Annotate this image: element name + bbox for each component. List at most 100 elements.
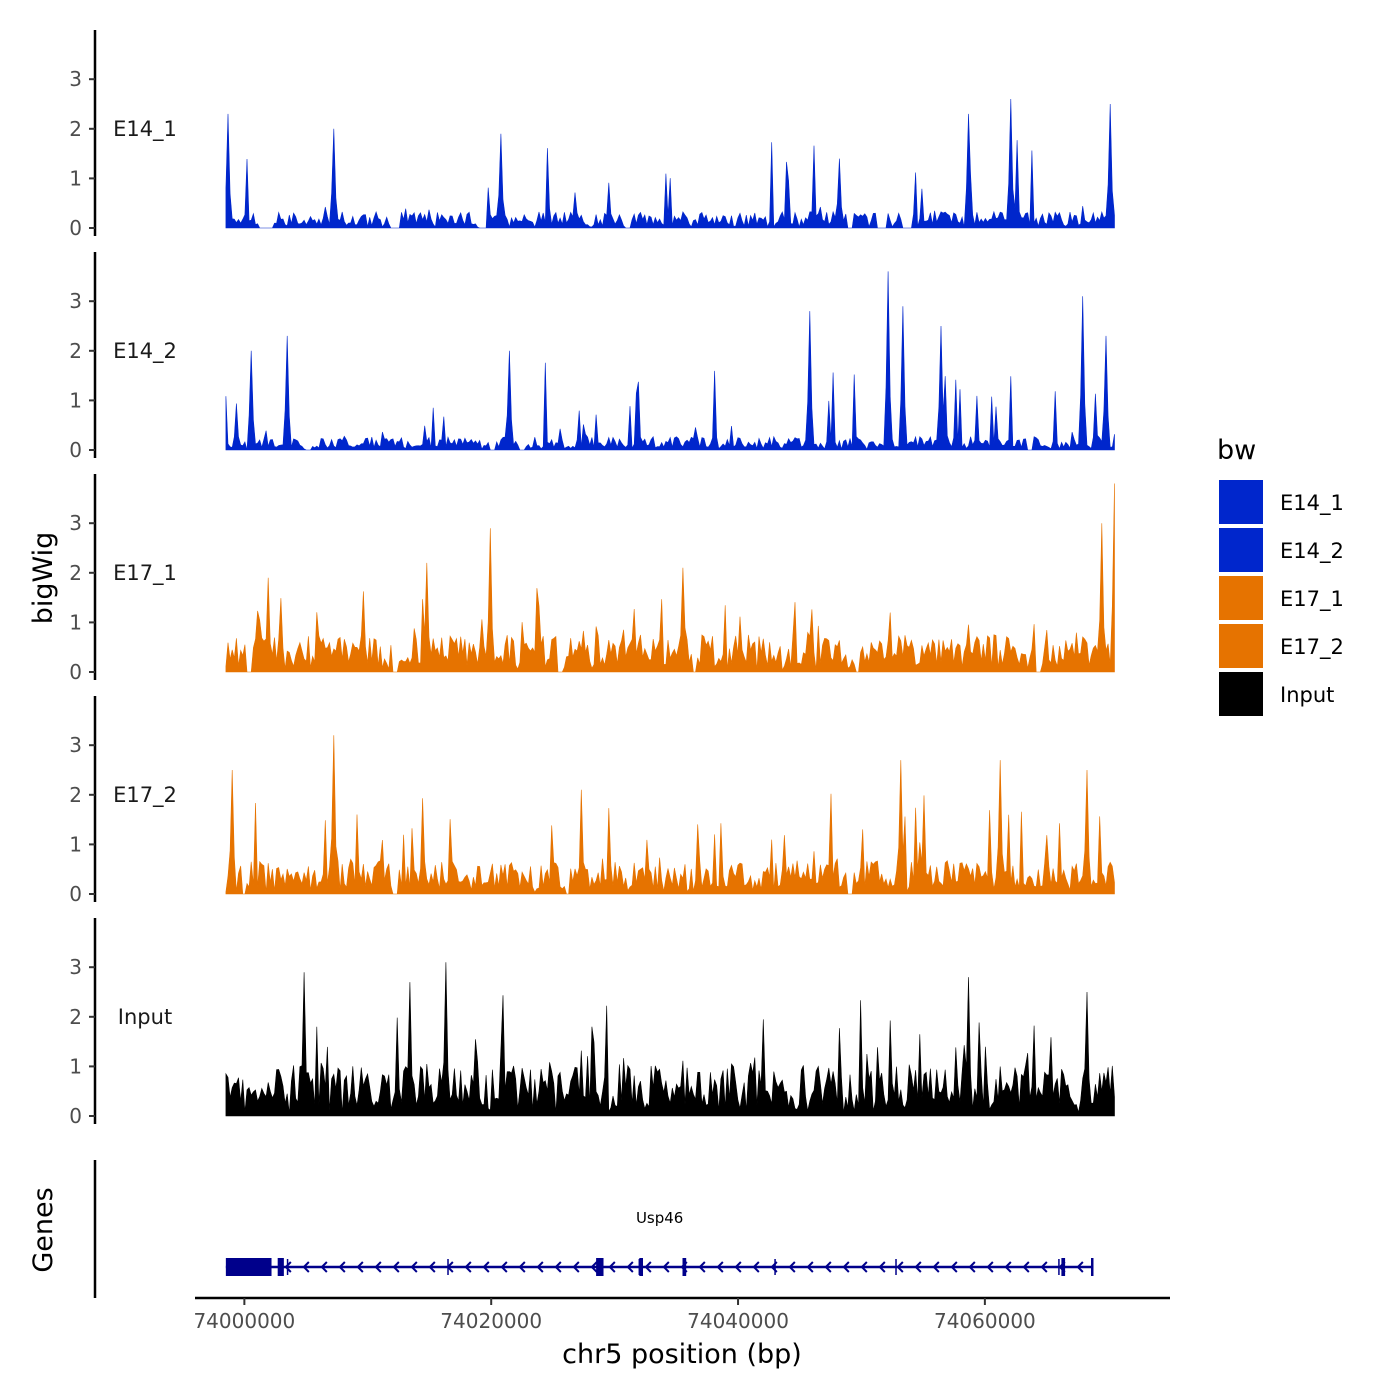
strand-arrow — [986, 1261, 994, 1273]
y-tick-label: 3 — [69, 511, 82, 535]
strand-arrow — [698, 1261, 706, 1273]
strand-arrow — [482, 1261, 490, 1273]
track-e17-1: 0 1 2 3 E17_1 — [69, 474, 1115, 684]
y-tick-label: 2 — [69, 339, 82, 363]
legend-label: Input — [1280, 683, 1334, 707]
legend: bw E14_1 E14_2 E17_1 E17_2 Input — [1217, 435, 1344, 716]
strand-arrow — [806, 1261, 814, 1273]
gene-exon — [1061, 1258, 1066, 1276]
strand-arrow — [950, 1261, 958, 1273]
legend-swatch — [1219, 624, 1263, 668]
legend-label: E14_2 — [1280, 539, 1344, 564]
x-tick-label: 74000000 — [193, 1309, 295, 1333]
strand-arrow — [464, 1261, 472, 1273]
strand-arrow — [1058, 1261, 1066, 1273]
strand-arrow — [518, 1261, 526, 1273]
strand-arrow — [284, 1261, 292, 1273]
strand-arrow — [860, 1261, 868, 1273]
track-label: E17_2 — [113, 783, 177, 808]
legend-label: E17_1 — [1280, 587, 1344, 612]
coverage-panels: 0 1 2 3 E14_1 0 1 2 3 E14_2 0 1 2 3 E17_1 0 1 2 3 E17_2 0 1 2 3… — [69, 30, 1115, 1128]
x-axis: 74000000 74020000 74040000 74060000 — [193, 1296, 1170, 1333]
legend-swatch — [1219, 528, 1263, 572]
coverage-area — [225, 962, 1115, 1117]
strand-arrow — [914, 1261, 922, 1273]
strand-arrow — [1040, 1261, 1048, 1273]
gene-track-panel: Usp46 74000000 74020000 74040000 74060000 — [93, 1160, 1170, 1333]
y-tick-label: 1 — [69, 166, 82, 190]
y-tick-label: 0 — [69, 216, 82, 240]
x-tick-label: 74060000 — [934, 1309, 1036, 1333]
strand-arrow — [896, 1261, 904, 1273]
y-tick-label: 0 — [69, 660, 82, 684]
y-tick-label: 1 — [69, 388, 82, 412]
y-tick-label: 1 — [69, 1054, 82, 1078]
y-tick-label: 1 — [69, 610, 82, 634]
strand-arrow — [302, 1261, 310, 1273]
track-e17-2: 0 1 2 3 E17_2 — [69, 696, 1115, 906]
strand-arrow — [410, 1261, 418, 1273]
strand-arrow — [788, 1261, 796, 1273]
strand-arrow — [1022, 1261, 1030, 1273]
y-tick-label: 2 — [69, 561, 82, 585]
track-label: Input — [118, 1005, 172, 1029]
coverage-area — [225, 735, 1115, 895]
track-input: 0 1 2 3 Input — [69, 918, 1115, 1128]
x-tick-label: 74020000 — [440, 1309, 542, 1333]
strand-arrow — [752, 1261, 760, 1273]
legend-swatch — [1219, 672, 1263, 716]
gene-exon — [1091, 1258, 1094, 1276]
genes-axis-title: Genes — [28, 1187, 59, 1272]
y-tick-label: 3 — [69, 955, 82, 979]
strand-arrow — [590, 1261, 598, 1273]
strand-arrow — [626, 1261, 634, 1273]
y-tick-label: 3 — [69, 289, 82, 313]
coverage-area — [225, 483, 1115, 673]
gene-exon — [639, 1258, 644, 1276]
y-tick-label: 1 — [69, 832, 82, 856]
gene-exon — [277, 1258, 284, 1276]
track-e14-1: 0 1 2 3 E14_1 — [69, 30, 1115, 240]
strand-arrow — [356, 1261, 364, 1273]
track-e14-2: 0 1 2 3 E14_2 — [69, 252, 1115, 462]
strand-arrow — [932, 1261, 940, 1273]
gene-usp46: Usp46 — [225, 1209, 1094, 1276]
y-tick-label: 0 — [69, 438, 82, 462]
strand-arrow — [320, 1261, 328, 1273]
track-label: E14_2 — [113, 339, 177, 364]
coverage-area — [225, 98, 1115, 229]
y-tick-label: 0 — [69, 1104, 82, 1128]
y-axis-title: bigWig — [28, 532, 59, 625]
gene-exon — [596, 1258, 604, 1276]
strand-arrow — [536, 1261, 544, 1273]
strand-arrow — [716, 1261, 724, 1273]
legend-swatch — [1219, 480, 1263, 524]
strand-arrow — [968, 1261, 976, 1273]
y-tick-label: 2 — [69, 1005, 82, 1029]
y-tick-label: 3 — [69, 733, 82, 757]
y-tick-label: 2 — [69, 783, 82, 807]
strand-arrow — [662, 1261, 670, 1273]
y-tick-label: 0 — [69, 882, 82, 906]
strand-arrow — [1076, 1261, 1084, 1273]
legend-title: bw — [1217, 435, 1256, 466]
strand-arrow — [500, 1261, 508, 1273]
x-axis-title: chr5 position (bp) — [562, 1339, 802, 1370]
y-tick-label: 3 — [69, 67, 82, 91]
x-tick-label: 74040000 — [687, 1309, 789, 1333]
track-label: E14_1 — [113, 117, 177, 142]
strand-arrow — [824, 1261, 832, 1273]
gene-name-label: Usp46 — [636, 1209, 683, 1227]
strand-arrow — [878, 1261, 886, 1273]
strand-arrow — [644, 1261, 652, 1273]
strand-arrow — [680, 1261, 688, 1273]
strand-arrow — [1004, 1261, 1012, 1273]
coverage-area — [225, 271, 1115, 451]
strand-arrow — [734, 1261, 742, 1273]
gene-exon — [682, 1258, 687, 1276]
strand-arrow — [428, 1261, 436, 1273]
strand-arrow — [338, 1261, 346, 1273]
y-tick-label: 2 — [69, 117, 82, 141]
gene-exon — [225, 1258, 272, 1276]
